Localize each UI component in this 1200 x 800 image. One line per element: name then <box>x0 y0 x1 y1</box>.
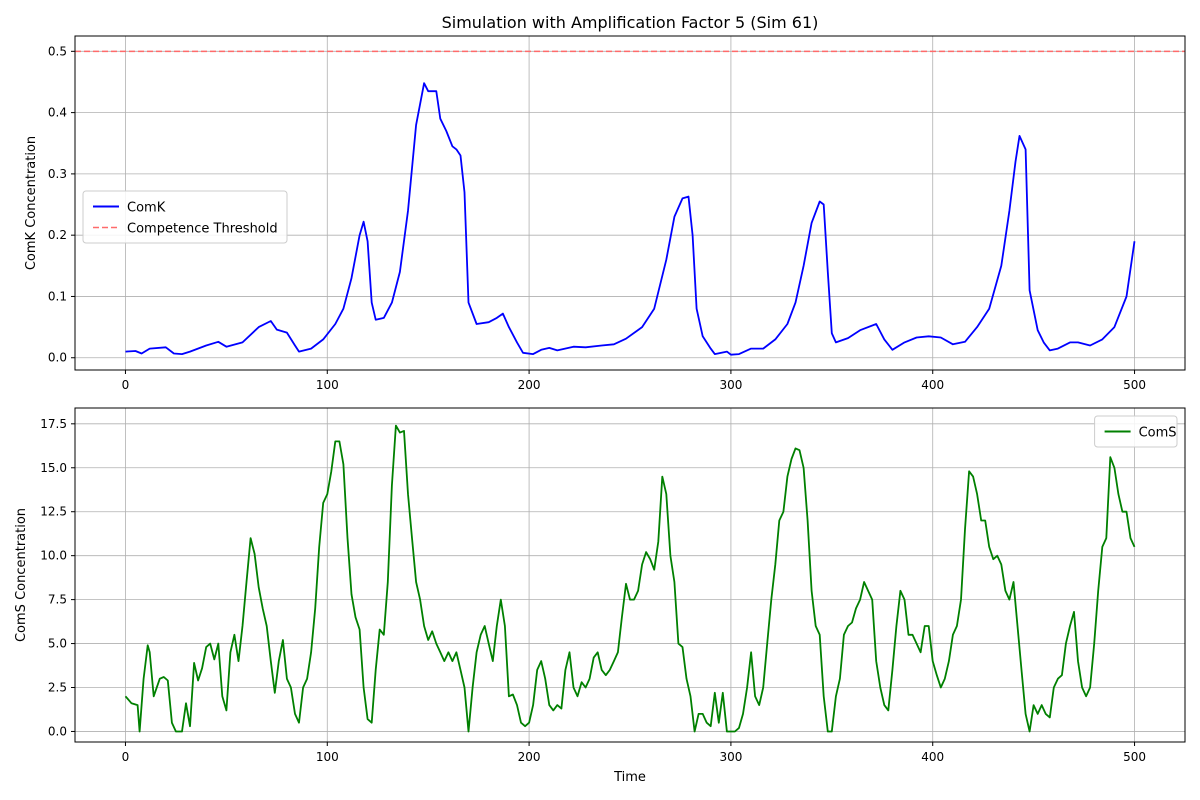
legend-label: ComS <box>1139 426 1177 441</box>
y-tick-label: 10.0 <box>40 549 67 563</box>
x-tick-label: 100 <box>316 750 339 764</box>
series-line-coms <box>124 424 1136 733</box>
y-tick-label: 17.5 <box>40 417 67 431</box>
coms-panel: 0 100 200 300 400 500 0.0 2.5 5.0 7.5 10.0 12.5 15.0… <box>14 407 1186 785</box>
y-tick-label: 15.0 <box>40 461 67 475</box>
x-axis-label: Time <box>613 770 646 785</box>
y-tick-label: 12.5 <box>40 505 67 519</box>
y-tick-label: 7.5 <box>48 593 67 607</box>
y-tick-label: 5.0 <box>48 637 67 651</box>
legend-box <box>1094 415 1178 448</box>
y-tick-label: 0.3 <box>48 167 67 181</box>
y-axis-label: ComS Concentration <box>14 508 29 642</box>
x-tick-label: 400 <box>921 378 944 392</box>
legend: ComK Competence Threshold <box>82 190 288 244</box>
y-axis-label: ComK Concentration <box>24 136 39 270</box>
legend-label: Competence Threshold <box>127 222 278 237</box>
y-tick-label: 0.1 <box>48 289 67 303</box>
x-tick-label: 300 <box>719 378 742 392</box>
legend-box <box>82 190 288 244</box>
x-tick-label: 100 <box>316 378 339 392</box>
x-tick-label: 200 <box>518 750 541 764</box>
x-tick-label: 500 <box>1123 378 1146 392</box>
axes-frame <box>74 35 1186 371</box>
chart-title: Simulation with Amplification Factor 5 (… <box>442 13 819 32</box>
y-tick-label: 0.0 <box>48 351 67 365</box>
axes-frame <box>74 407 1186 743</box>
x-tick-label: 500 <box>1123 750 1146 764</box>
y-tick-label: 0.5 <box>48 44 67 58</box>
y-tick-label: 0.2 <box>48 228 67 242</box>
y-tick-label: 0.4 <box>48 106 67 120</box>
series-line-comk <box>125 82 1136 356</box>
x-tick-label: 400 <box>921 750 944 764</box>
y-tick-label: 0.0 <box>48 724 67 738</box>
x-tick-label: 200 <box>518 378 541 392</box>
x-tick-label: 300 <box>719 750 742 764</box>
legend: ComS <box>1094 415 1178 448</box>
y-tick-label: 2.5 <box>48 681 67 695</box>
x-tick-label: 0 <box>122 378 130 392</box>
comk-panel: 0 100 200 300 400 500 0.0 0.1 0.2 0.3 0.4 0.5 Simula… <box>24 13 1186 392</box>
legend-label: ComK <box>127 201 166 216</box>
x-tick-label: 0 <box>122 750 130 764</box>
